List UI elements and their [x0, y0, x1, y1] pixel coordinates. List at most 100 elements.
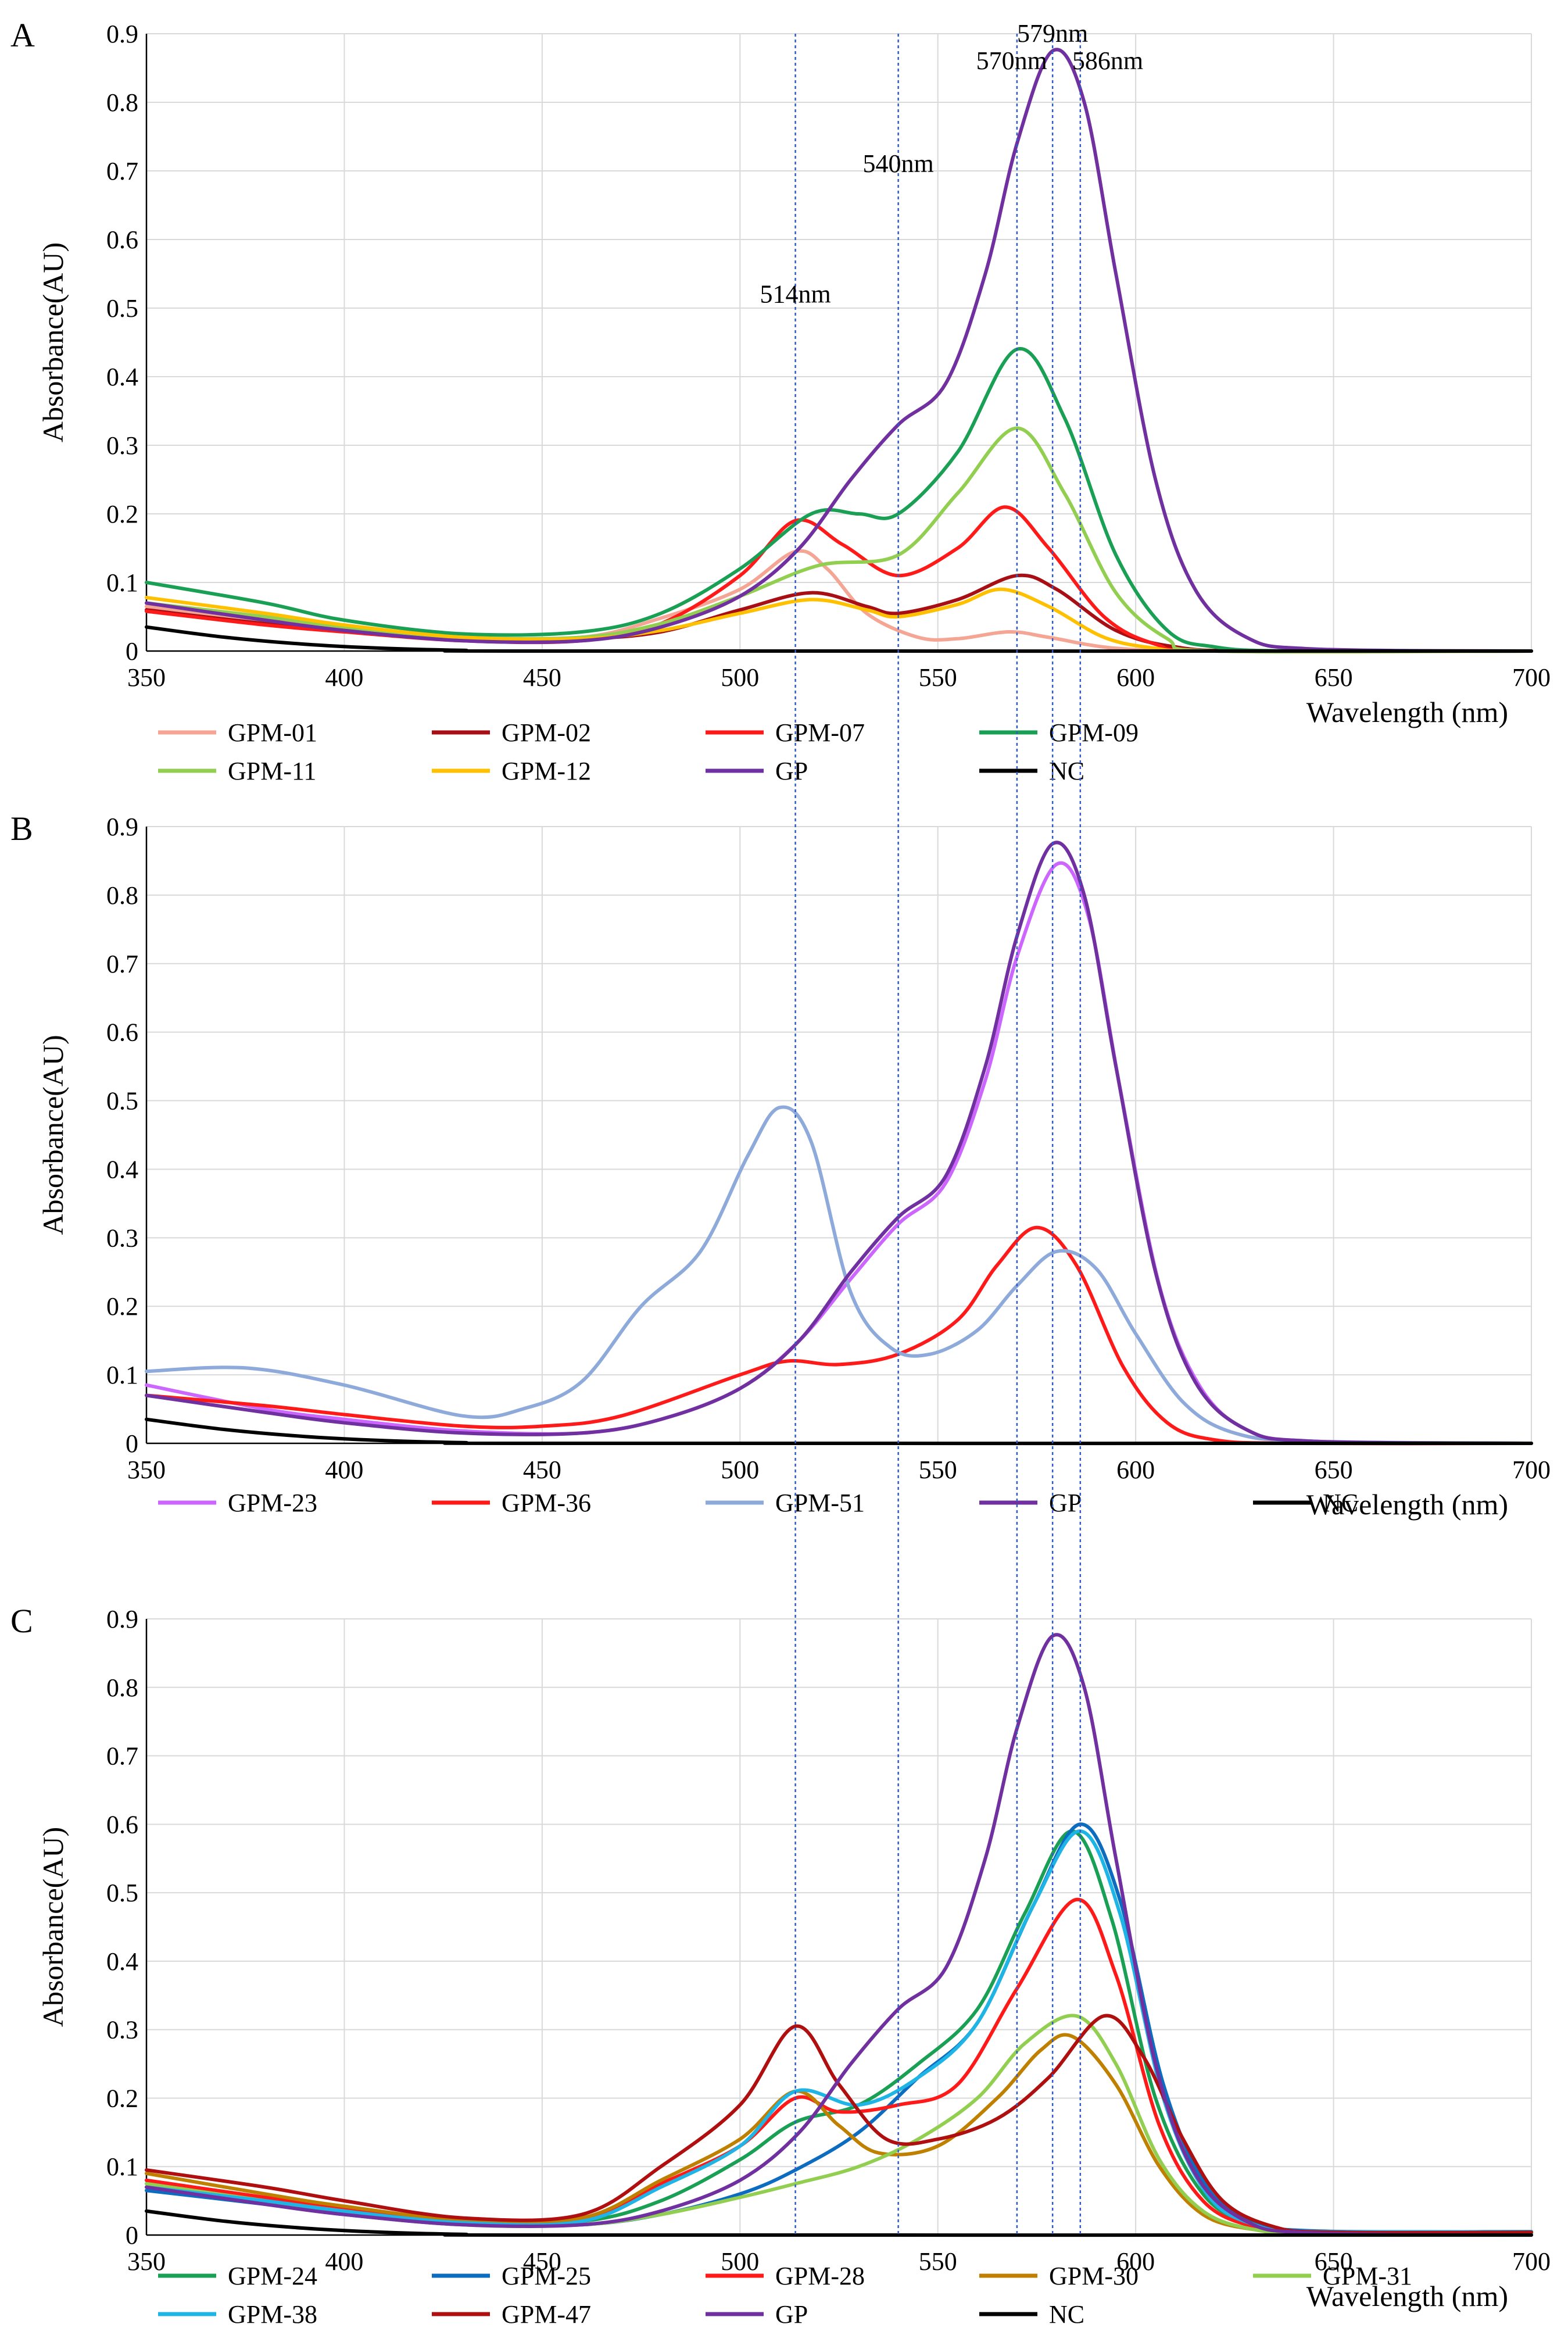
- x-tick-label: 350: [127, 663, 166, 692]
- x-tick-label: 500: [721, 663, 759, 692]
- x-axis-title: Wavelength (nm): [1306, 1488, 1508, 1521]
- legend-label: GP: [775, 757, 808, 785]
- series-line-gpm-01: [145, 549, 1533, 653]
- legend-label: NC: [1049, 757, 1084, 785]
- x-tick-label: 650: [1315, 1456, 1353, 1484]
- legend-label: GPM-09: [1049, 718, 1139, 747]
- legend-label: GPM-47: [502, 2300, 591, 2329]
- legend-item: GPM-38: [158, 2300, 317, 2329]
- legend-item: NC: [979, 757, 1084, 785]
- legend-item: GPM-11: [158, 757, 316, 785]
- legend-label: GP: [775, 2300, 808, 2329]
- series-line-gpm-11: [145, 426, 1533, 654]
- series-line-gpm-23: [145, 861, 1533, 1445]
- legend-item: GP: [706, 2300, 808, 2329]
- series-line-nc: [145, 2209, 1533, 2237]
- y-tick-label: 0.5: [106, 1879, 138, 1907]
- legend-item: GPM-47: [432, 2300, 591, 2329]
- x-tick-label: 550: [919, 663, 957, 692]
- x-tick-label: 600: [1116, 2247, 1155, 2276]
- marker-label-586: 586nm: [1072, 47, 1143, 75]
- legend-label: GP: [1049, 1489, 1082, 1517]
- x-tick-label: 500: [721, 2247, 759, 2276]
- x-tick-label: 650: [1315, 2247, 1353, 2276]
- legend-item: GPM-07: [706, 718, 865, 747]
- legend-item: GP: [979, 1489, 1082, 1517]
- x-axis-title: Wavelength (nm): [1306, 696, 1508, 728]
- legend-label: GPM-38: [228, 2300, 317, 2329]
- series-line-nc: [145, 1417, 1533, 1446]
- legend-label: GPM-23: [228, 1489, 317, 1517]
- x-tick-label: 550: [919, 2247, 957, 2276]
- x-tick-label: 700: [1512, 2247, 1551, 2276]
- x-axis-title: Wavelength (nm): [1306, 2280, 1508, 2312]
- legend-item: GPM-30: [979, 2262, 1139, 2290]
- legend-label: GPM-28: [775, 2262, 865, 2290]
- y-tick-label: 0.2: [106, 1292, 138, 1321]
- marker-label-514: 514nm: [760, 280, 830, 308]
- legend-label: GPM-25: [502, 2262, 591, 2290]
- series-line-nc: [145, 625, 1533, 653]
- x-tick-label: 700: [1512, 663, 1551, 692]
- legend-label: GPM-11: [228, 757, 316, 785]
- x-tick-label: 500: [721, 1456, 759, 1484]
- x-tick-label: 400: [325, 2247, 363, 2276]
- y-tick-label: 0: [126, 1429, 138, 1458]
- x-tick-label: 400: [325, 663, 363, 692]
- legend-label: GPM-24: [228, 2262, 317, 2290]
- x-tick-label: 600: [1116, 663, 1155, 692]
- series-line-gpm-09: [145, 346, 1533, 653]
- y-tick-label: 0.6: [106, 226, 138, 254]
- legend-label: NC: [1049, 2300, 1084, 2329]
- y-tick-label: 0.2: [106, 2084, 138, 2112]
- x-tick-label: 550: [919, 1456, 957, 1484]
- panel-A: 0 0.1 0.2 0.3 0.4 0.5 0.6 0.7 0.8 0.9 350 400 450 500…: [10, 16, 1551, 785]
- x-tick-label: 450: [523, 1456, 561, 1484]
- y-tick-label: 0.8: [106, 881, 138, 910]
- panel-label: A: [10, 16, 35, 54]
- y-tick-label: 0.1: [106, 2153, 138, 2181]
- series-line-gpm-28: [145, 1897, 1533, 2235]
- y-tick-label: 0.4: [106, 1947, 138, 1976]
- panel-B: 0 0.1 0.2 0.3 0.4 0.5 0.6 0.7 0.8 0.9 350 400 450 500…: [10, 810, 1551, 1521]
- legend-item: GPM-12: [432, 757, 591, 785]
- y-tick-label: 0.7: [106, 157, 138, 185]
- panel-label: C: [10, 1602, 33, 1640]
- y-tick-label: 0.9: [106, 813, 138, 841]
- series-line-gpm-12: [145, 587, 1533, 653]
- x-tick-label: 350: [127, 1456, 166, 1484]
- series-line-gpm-38: [145, 1829, 1533, 2234]
- x-tick-label: 700: [1512, 1456, 1551, 1484]
- legend-item: GPM-02: [432, 718, 591, 747]
- y-axis-title: Absorbance(AU): [37, 1827, 69, 2027]
- series-line-gpm-47: [145, 2014, 1533, 2235]
- legend-label: GPM-07: [775, 718, 865, 747]
- legend-item: GPM-23: [158, 1489, 317, 1517]
- y-tick-label: 0.4: [106, 363, 138, 391]
- y-tick-label: 0.9: [106, 20, 138, 48]
- legend-label: GPM-36: [502, 1489, 591, 1517]
- x-tick-label: 450: [523, 2247, 561, 2276]
- y-tick-label: 0.3: [106, 2016, 138, 2044]
- y-tick-label: 0.6: [106, 1810, 138, 1839]
- series-line-gpm-25: [145, 1822, 1533, 2234]
- legend-label: GPM-51: [775, 1489, 865, 1517]
- legend-label: GPM-30: [1049, 2262, 1139, 2290]
- series-line-gp: [145, 841, 1533, 1445]
- y-tick-label: 0.4: [106, 1155, 138, 1183]
- series-line-gp: [145, 1633, 1533, 2237]
- panel-C: 0 0.1 0.2 0.3 0.4 0.5 0.6 0.7 0.8 0.9 350 400 450 500…: [10, 1602, 1551, 2329]
- legend-item: NC: [979, 2300, 1084, 2329]
- y-axis-title: Absorbance(AU): [37, 1035, 69, 1235]
- marker-label-570: 570nm: [976, 47, 1047, 75]
- legend-label: NC: [1323, 1489, 1358, 1517]
- panel-label: B: [10, 810, 33, 848]
- y-axis-title: Absorbance(AU): [37, 242, 69, 442]
- legend-item: GP: [706, 757, 808, 785]
- y-tick-label: 0.2: [106, 500, 138, 528]
- x-tick-label: 650: [1315, 663, 1353, 692]
- y-tick-label: 0.6: [106, 1018, 138, 1047]
- series-line-gpm-02: [145, 573, 1533, 653]
- y-tick-label: 0.1: [106, 568, 138, 597]
